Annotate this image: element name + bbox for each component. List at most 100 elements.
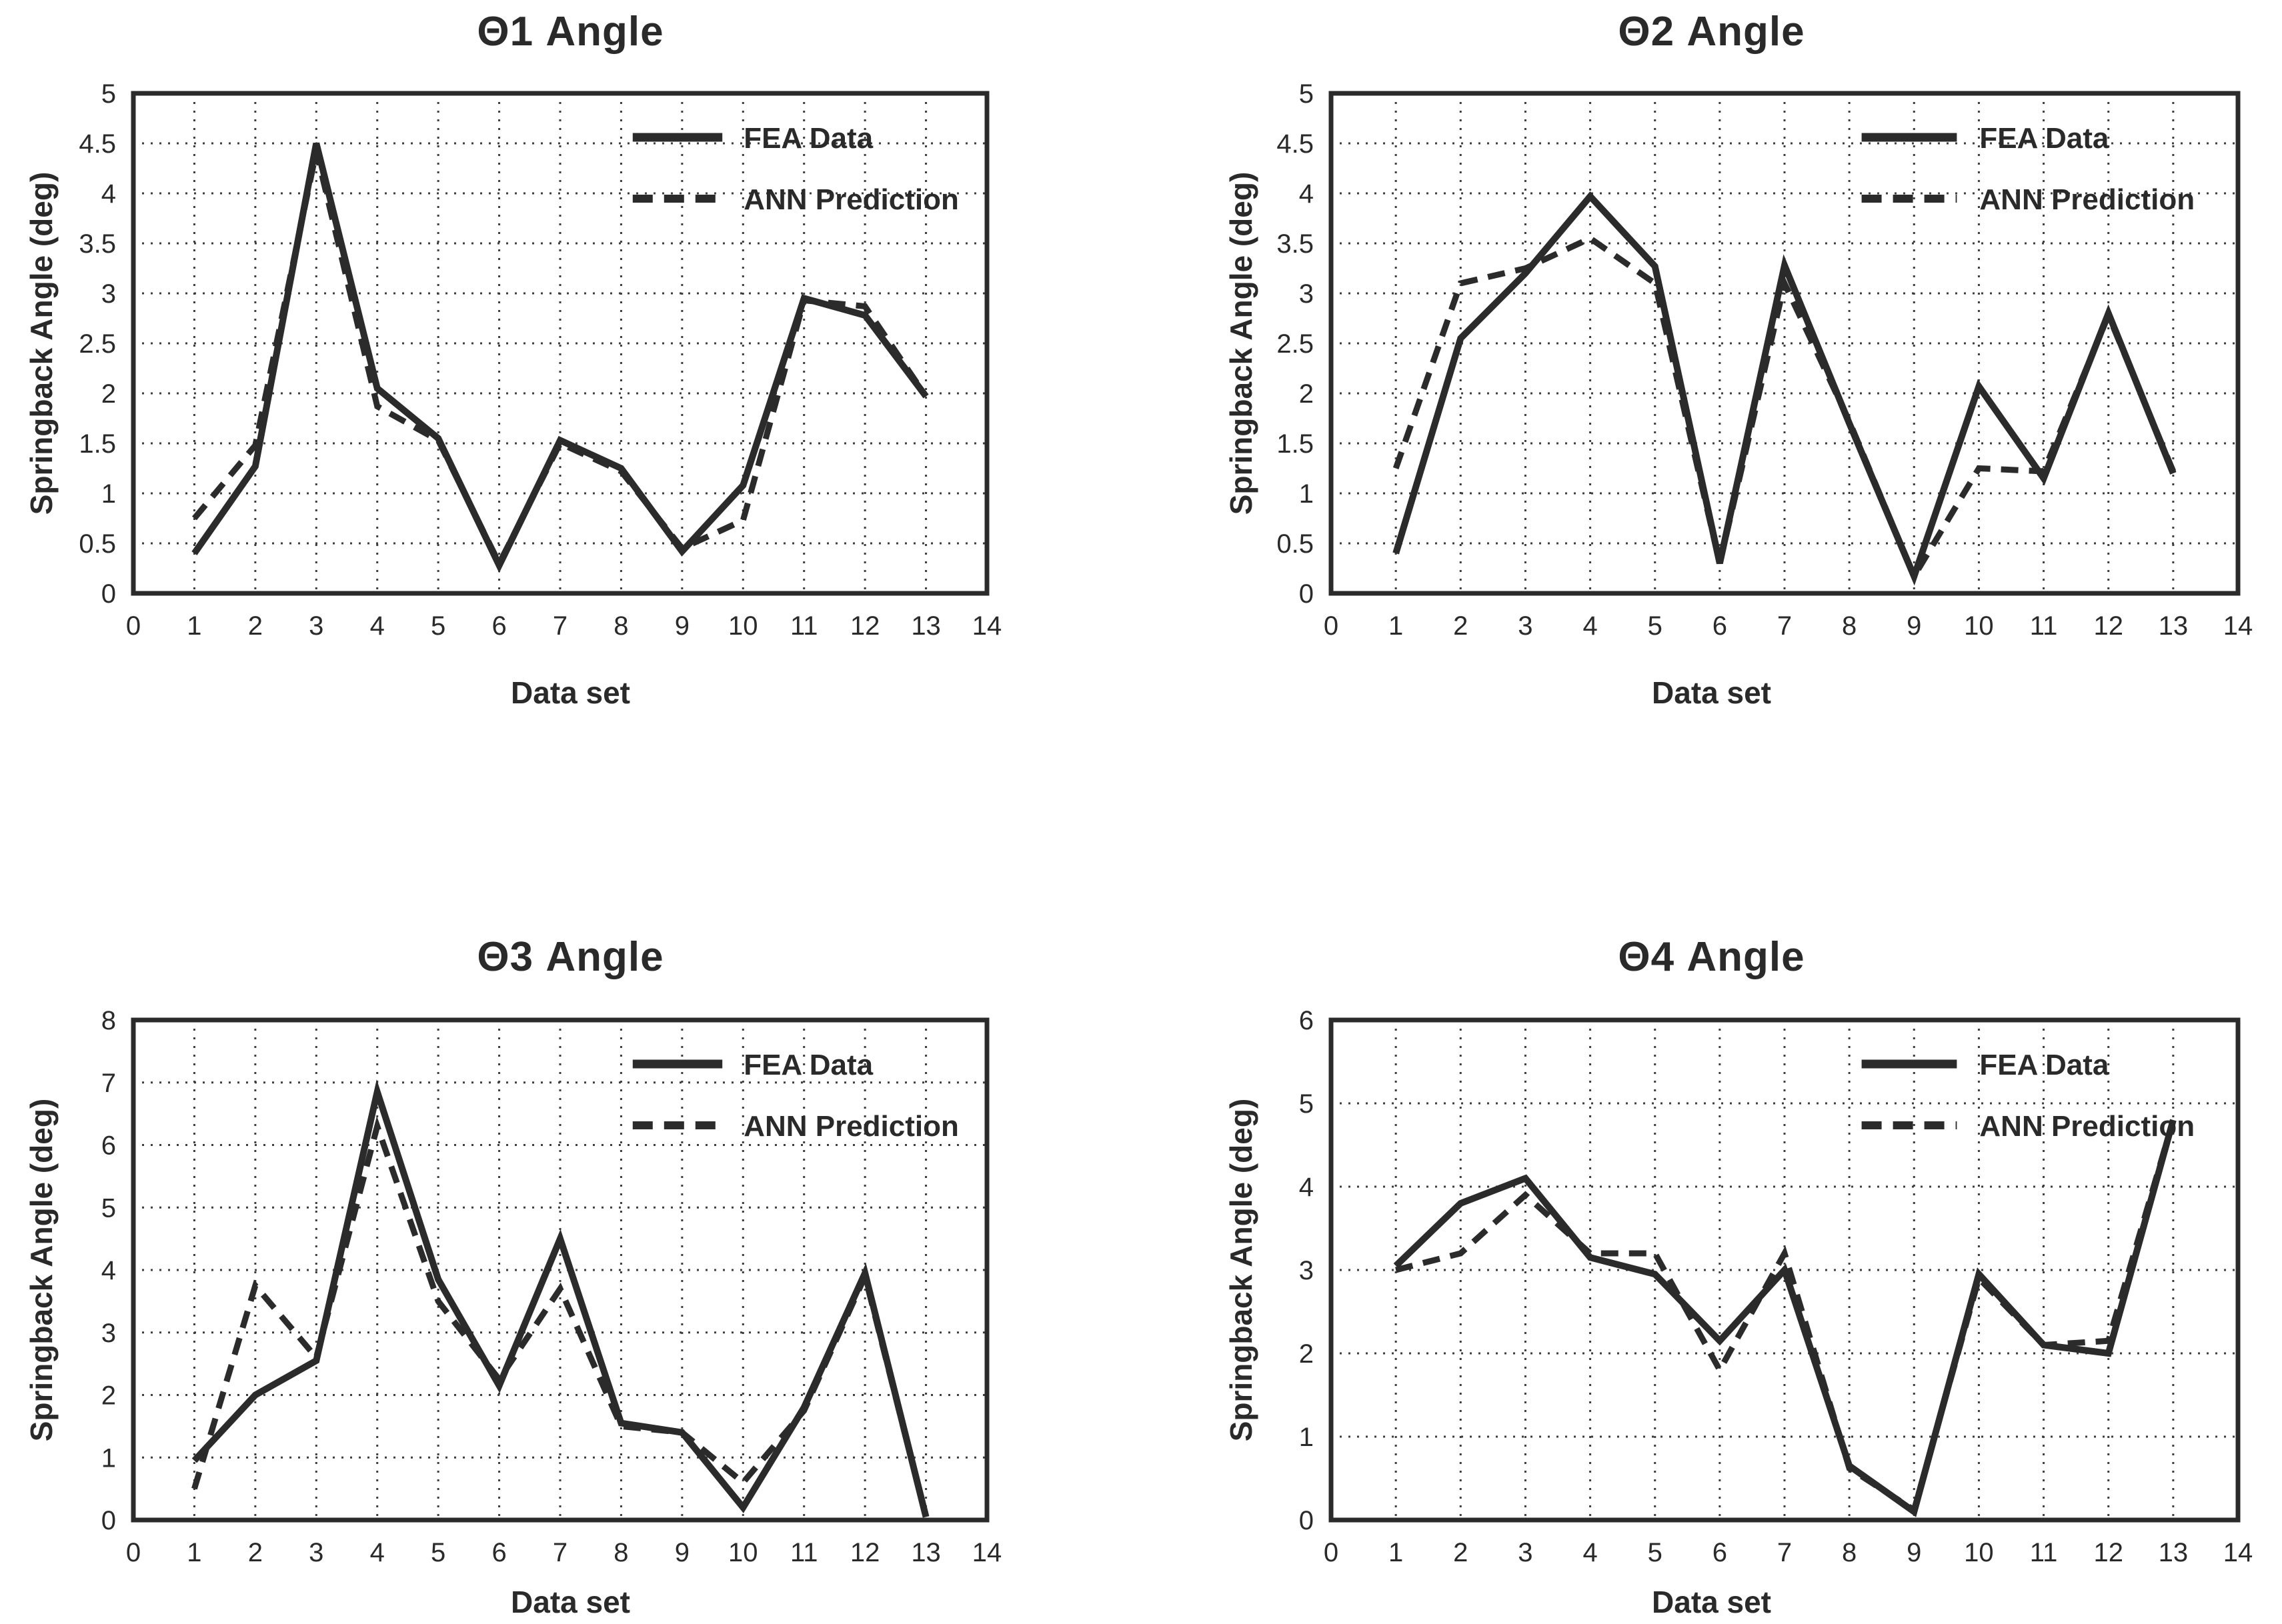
x-tick-label: 4 [1582,611,1597,641]
x-tick-label: 12 [2093,1538,2123,1567]
legend-label: FEA Data [1979,122,2109,155]
plot-frame [131,91,990,596]
x-tick-label: 11 [790,1538,818,1567]
y-tick-label: 2 [101,379,116,409]
y-tick-label: 0 [1299,579,1314,609]
x-axis-label: Data set [511,675,630,710]
x-tick-label: 0 [126,1538,141,1567]
x-tick-label: 9 [1907,611,1921,641]
y-tick-label: 2 [101,1381,116,1411]
y-tick-label: 0 [101,1506,116,1535]
x-tick-label: 9 [1907,1538,1921,1567]
y-tick-label: 0 [101,579,116,609]
y-tick-label: 3.5 [1276,229,1314,259]
fea-data-line [1392,191,2177,586]
x-tick-label: 10 [728,1538,758,1567]
ann-prediction-line [1395,1119,2177,1515]
legend-label: FEA Data [1979,1049,2109,1081]
x-tick-label: 0 [1324,1538,1338,1567]
y-tick-label: 0 [1299,1506,1314,1535]
y-tick-label: 5 [101,1193,116,1223]
y-tick-label: 3 [1299,279,1314,309]
y-tick-label: 4 [101,179,116,209]
x-tick-label: 13 [2159,1538,2189,1567]
chart-title: Θ3 Angle [477,934,664,980]
x-tick-label: 8 [614,1538,628,1567]
x-tick-label: 10 [1964,1538,1994,1567]
x-tick-label: 13 [911,611,941,641]
x-tick-label: 7 [1777,1538,1792,1567]
y-tick-label: 2.5 [1276,329,1314,359]
x-tick-label: 8 [1842,611,1857,641]
legend-label: FEA Data [744,122,873,155]
fea-data-line [191,1079,930,1518]
x-tick-label: 5 [1648,611,1662,641]
x-tick-label: 7 [1777,611,1792,641]
x-tick-label: 5 [431,1538,445,1567]
y-tick-label: 3 [101,279,116,309]
y-tick-label: 0.5 [79,529,116,559]
x-tick-label: 14 [2223,1538,2253,1567]
x-tick-label: 3 [1518,1538,1532,1567]
y-tick-label: 3 [101,1319,116,1348]
x-tick-label: 8 [1842,1538,1857,1567]
y-tick-label: 4.5 [1276,129,1314,159]
x-tick-label: 4 [370,1538,385,1567]
y-tick-label: 4 [1299,179,1314,209]
x-tick-label: 12 [850,611,880,641]
legend-label: FEA Data [744,1049,873,1081]
x-tick-label: 14 [972,1538,1002,1567]
plot-area: 0 1 2 3 4 5 6 7 8 9 10 11 12 13 1400.511.522.533.544.5… [1276,79,2253,641]
x-tick-label: 4 [370,611,385,641]
y-tick-label: 1 [101,479,116,509]
x-tick-label: 0 [126,611,141,641]
x-tick-label: 10 [728,611,758,641]
x-tick-label: 11 [790,611,818,641]
x-tick-label: 9 [675,1538,690,1567]
legend-label: ANN Prediction [1979,183,2195,216]
x-tick-label: 7 [553,611,567,641]
x-tick-label: 14 [972,611,1002,641]
chart-title: Θ1 Angle [477,9,664,55]
x-axis-label: Data set [1652,1585,1771,1619]
x-tick-label: 11 [2030,611,2058,641]
chart-title: Θ4 Angle [1618,934,1805,980]
y-tick-label: 4 [101,1256,116,1285]
x-tick-label: 7 [553,1538,567,1567]
x-tick-label: 3 [309,611,323,641]
legend-label: ANN Prediction [1979,1110,2195,1143]
plot-frame [131,1017,990,1523]
y-tick-label: 2 [1299,379,1314,409]
legend-label: ANN Prediction [744,183,959,216]
y-tick-label: 1.5 [79,429,116,459]
ann-prediction-line [191,150,929,571]
x-tick-label: 6 [491,1538,506,1567]
y-tick-label: 1 [1299,479,1314,509]
chart-title: Θ2 Angle [1618,9,1805,55]
y-tick-label: 5 [101,79,116,109]
y-tick-label: 5 [1299,79,1314,109]
y-tick-label: 6 [101,1131,116,1161]
plot-frame [1328,91,2241,596]
y-tick-label: 1 [1299,1423,1314,1452]
x-tick-label: 1 [187,611,201,641]
y-tick-label: 0.5 [1276,529,1314,559]
x-tick-label: 3 [1518,611,1532,641]
x-tick-label: 5 [431,611,445,641]
x-axis-label: Data set [1652,675,1771,710]
y-tick-label: 8 [101,1006,116,1035]
x-tick-label: 1 [1388,1538,1403,1567]
y-tick-label: 1.5 [1276,429,1314,459]
x-tick-label: 9 [675,611,690,641]
x-tick-label: 14 [2223,611,2253,641]
x-tick-label: 6 [491,611,506,641]
x-tick-label: 11 [2030,1538,2058,1567]
x-tick-label: 3 [309,1538,323,1567]
y-tick-label: 6 [1299,1006,1314,1035]
